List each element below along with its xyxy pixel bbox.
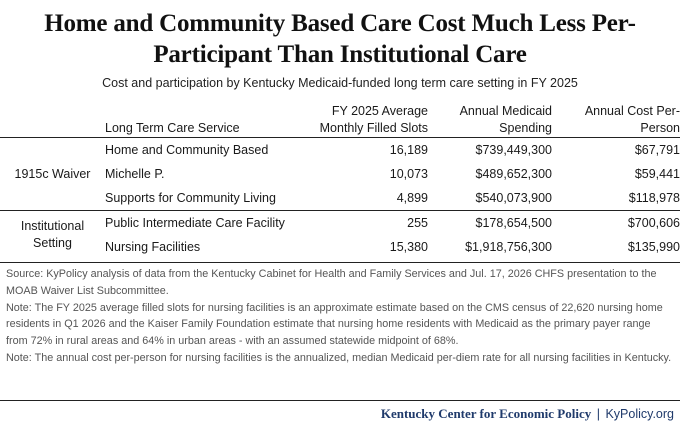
header-cost: Annual Cost Per-Person <box>584 104 680 135</box>
page-title: Home and Community Based Care Cost Much … <box>44 10 636 68</box>
cost-cell: $67,791 <box>634 143 680 157</box>
table-row: Michelle P. 10,073 $489,652,300 $59,441 <box>0 162 680 186</box>
footer-divider <box>0 400 680 401</box>
service-cell: Michelle P. <box>105 167 165 181</box>
cost-table: Long Term Care Service FY 2025 Average M… <box>0 100 680 259</box>
table-row: Institutional Setting Public Intermediat… <box>0 210 680 250</box>
cost-cell: $700,606 <box>627 216 680 230</box>
table-header-row: Long Term Care Service FY 2025 Average M… <box>0 100 680 138</box>
footer-separator: | <box>596 407 600 421</box>
spending-cell: $739,449,300 <box>475 143 552 157</box>
group-label: Institutional Setting <box>20 219 85 250</box>
note-nursing-slots: Note: The FY 2025 average filled slots f… <box>6 301 663 348</box>
header-service: Long Term Care Service <box>105 121 240 135</box>
spending-cell: $540,073,900 <box>475 191 552 205</box>
table-row: 1915c Waiver Home and Community Based 16… <box>0 138 680 181</box>
spending-cell: $489,652,300 <box>475 167 552 181</box>
notes-divider <box>0 262 680 263</box>
service-cell: Public Intermediate Care Facility <box>105 216 285 230</box>
footer: Kentucky Center for Economic Policy | Ky… <box>381 406 674 422</box>
table-row: Supports for Community Living 4,899 $540… <box>0 186 680 211</box>
subtitle: Cost and participation by Kentucky Medic… <box>102 76 578 90</box>
table-row: Nursing Facilities 15,380 $1,918,756,300… <box>0 235 680 259</box>
slots-cell: 15,380 <box>389 240 428 254</box>
service-cell: Supports for Community Living <box>105 191 276 205</box>
spending-cell: $1,918,756,300 <box>465 240 552 254</box>
header-category <box>0 100 105 138</box>
source-note: Source: KyPolicy analysis of data from t… <box>6 268 657 297</box>
notes-block: Source: KyPolicy analysis of data from t… <box>6 266 674 367</box>
spending-cell: $178,654,500 <box>475 216 552 230</box>
cost-cell: $118,978 <box>628 191 680 205</box>
footer-site-link[interactable]: KyPolicy.org <box>605 407 674 421</box>
service-cell: Nursing Facilities <box>105 240 201 254</box>
slots-cell: 255 <box>407 216 428 230</box>
note-nursing-cost: Note: The annual cost per-person for nur… <box>6 351 672 364</box>
footer-org: Kentucky Center for Economic Policy <box>380 406 592 421</box>
group-label: 1915c Waiver <box>14 166 91 181</box>
cost-cell: $135,990 <box>627 240 680 254</box>
slots-cell: 16,189 <box>389 143 428 157</box>
cost-cell: $59,441 <box>634 167 680 181</box>
header-spending: Annual Medicaid Spending <box>459 104 552 135</box>
slots-cell: 10,073 <box>389 167 428 181</box>
header-slots: FY 2025 Average Monthly Filled Slots <box>319 104 428 135</box>
service-cell: Home and Community Based <box>105 143 269 157</box>
slots-cell: 4,899 <box>396 191 428 205</box>
